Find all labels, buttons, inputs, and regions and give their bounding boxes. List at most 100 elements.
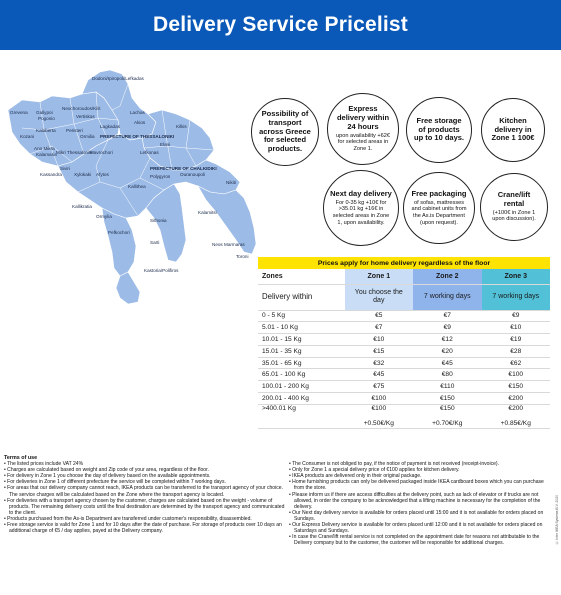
zone-3-price: €19 [481, 333, 550, 346]
terms-item: In case the Crane/lift rental service is… [289, 534, 554, 546]
weight-cell: >400.01 Kg [258, 404, 345, 429]
zone-1-base: €100 [371, 405, 387, 413]
weight-cell: 5.01 - 10 Kg [258, 321, 345, 335]
zone-1-extra: +0.50€/Kg [363, 420, 394, 428]
table-row: 0 - 5 Kg €5 €7 €9 [258, 310, 550, 323]
weight-cell: 65.01 - 100 Kg [258, 368, 345, 382]
map-region-athos [197, 185, 257, 255]
map-region-west [7, 91, 121, 167]
table-row-over-400: >400.01 Kg €100 +0.50€/Kg €150 +0.70€/Kg €… [258, 404, 550, 429]
feature-circle-next-day: Next day delivery For 0-35 kg +10€ for >3… [323, 170, 399, 246]
circle-sub: upon availability +62€ for selected area… [336, 132, 390, 153]
zone-3-price: €200 +0.85€/Kg [481, 404, 550, 429]
zone-2-price: €7 [413, 310, 482, 323]
svg-text:Lagkadas: Lagkadas [100, 124, 121, 129]
zone-2-price: €110 [413, 380, 482, 394]
feature-circle-storage: Free storage of products up to 10 days. [406, 97, 472, 163]
svg-text:Kilkis: Kilkis [176, 124, 187, 129]
zone-3-delivery: 7 working days [481, 284, 550, 311]
zone-1-delivery: You choose the day [344, 284, 414, 311]
price-grid: Zones Zone 1 Zone 2 Zone 3 Delivery with… [258, 269, 550, 429]
zone-2-price: €45 [413, 357, 482, 370]
svg-text:Pefkochori: Pefkochori [108, 230, 130, 235]
map-regions [7, 69, 257, 305]
terms-item: For deliveries in Zone 1 of different pr… [4, 479, 285, 485]
svg-text:Sithonia: Sithonia [150, 218, 167, 223]
svg-text:Neos Marmaras: Neos Marmaras [212, 242, 245, 247]
circle-sub: For 0-35 kg +10€ for >35.01 kg +16€ in s… [332, 199, 390, 226]
svg-text:Elani: Elani [160, 142, 170, 147]
page-header: Delivery Service Pricelist [0, 0, 561, 50]
svg-text:Lachas: Lachas [130, 110, 146, 115]
table-row: 35.01 - 65 Kg €32 €45 €62 [258, 357, 550, 370]
feature-circle-transport: Possibility of transport across Greece f… [251, 98, 319, 166]
zone-1-price: €32 [344, 357, 414, 370]
zone-3-price: €9 [481, 310, 550, 323]
terms-item: Our Next day delivery service is availab… [289, 510, 554, 522]
svg-text:Polygyros: Polygyros [150, 174, 171, 179]
svg-text:Neochoroudos/Kilit: Neochoroudos/Kilit [62, 106, 101, 111]
delivery-row: Delivery within You choose the day 7 wor… [258, 284, 550, 311]
terms-item: Our Express Delivery service is availabl… [289, 522, 554, 534]
map-region-south [115, 271, 141, 305]
svg-text:Pogonio: Pogonio [38, 116, 55, 121]
delivery-zones-map: Dodoni/Ipiropoli/Lefkadas Grevena Gallyp… [0, 58, 262, 308]
page-title: Delivery Service Pricelist [152, 13, 409, 36]
zone-2-extra: +0.70€/Kg [432, 420, 463, 428]
svg-text:Kallikratia: Kallikratia [72, 204, 92, 209]
weight-cell: 35.01 - 65 Kg [258, 357, 345, 370]
svg-text:Mavrochori: Mavrochori [90, 150, 113, 155]
svg-text:Vertiskos: Vertiskos [76, 114, 95, 119]
zone-3-extra: +0.85€/Kg [500, 420, 531, 428]
zone-1-price: €45 [344, 368, 414, 382]
zone-1-price: €100 +0.50€/Kg [344, 404, 414, 429]
zone-2-price: €150 +0.70€/Kg [413, 404, 482, 429]
svg-text:Lefkonas: Lefkonas [140, 150, 159, 155]
table-row: 65.01 - 100 Kg €45 €80 €100 [258, 368, 550, 382]
svg-text:Peristeri: Peristeri [66, 128, 83, 133]
svg-text:Nikiti: Nikiti [226, 180, 236, 185]
terms-item: IKEA products are delivered only in thei… [289, 473, 554, 479]
zone-3-price: €28 [481, 345, 550, 358]
delivery-label: Delivery within [258, 284, 345, 311]
svg-text:Afytos: Afytos [96, 172, 109, 177]
zone-2-price: €20 [413, 345, 482, 358]
terms-of-use: Terms of use The listed prices include V… [4, 455, 556, 546]
price-table-title: Prices apply for home delivery regardles… [258, 257, 550, 269]
zone-3-base: €200 [508, 405, 524, 413]
zone-1-price: €5 [344, 310, 414, 323]
circle-title: Kitchen delivery in Zone 1 100€ [491, 115, 535, 143]
zone-1-price: €10 [344, 333, 414, 346]
zone-3-price: €62 [481, 357, 550, 370]
table-row: 15.01 - 35 Kg €15 €20 €28 [258, 345, 550, 358]
svg-text:Grevena: Grevena [10, 110, 28, 115]
terms-item: For areas that our delivery company cann… [4, 485, 285, 497]
weight-over-400: >400.01 Kg [262, 405, 296, 413]
price-table: Prices apply for home delivery regardles… [258, 257, 550, 429]
feature-circle-crane: Crane/lift rental (+100€ in Zone 1 upon d… [480, 173, 548, 241]
svg-text:Xylokaki: Xylokaki [74, 172, 91, 177]
zone-2-header: Zone 2 [413, 269, 482, 285]
map-borders [21, 83, 215, 217]
zone-1-price: €100 [344, 392, 414, 405]
zone-2-price: €150 [413, 392, 482, 405]
terms-item: For deliveries with a transport agency c… [4, 498, 285, 516]
svg-text:Sarti: Sarti [150, 240, 159, 245]
copyright-code: © Inter IKEA Systems B.V. 2020 [555, 495, 559, 545]
svg-text:Ano Mikra: Ano Mikra [34, 146, 55, 151]
zone-2-price: €80 [413, 368, 482, 382]
terms-item: The listed prices include VAT 24% [4, 461, 285, 467]
zone-1-price: €15 [344, 345, 414, 358]
terms-item: Products purchased from the As-is Depart… [4, 516, 285, 522]
zone-1-price: €75 [344, 380, 414, 394]
map-region-sithonia [145, 183, 187, 263]
feature-circle-packaging: Free packaging of sofas, mattresses and c… [403, 172, 475, 244]
zone-2-price: €12 [413, 333, 482, 346]
weight-cell: 200.01 - 400 Kg [258, 392, 345, 405]
zone-2-base: €150 [439, 405, 455, 413]
circle-title: Express delivery within 24 hours [336, 104, 390, 131]
weight-cell: 15.01 - 35 Kg [258, 345, 345, 358]
zone-3-price: €100 [481, 368, 550, 382]
terms-item: Only for Zone 1 a special delivery price… [289, 467, 554, 473]
circle-sub: (+100€ in Zone 1 upon discussion). [492, 209, 536, 223]
